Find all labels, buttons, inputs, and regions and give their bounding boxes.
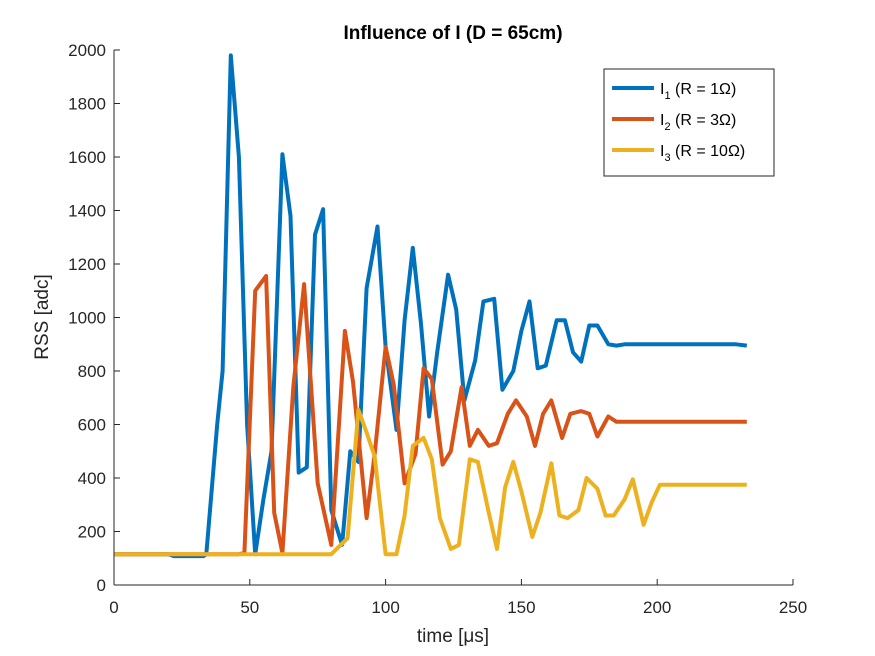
chart-title: Influence of I (D = 65cm) bbox=[343, 23, 562, 44]
x-tick-label: 200 bbox=[643, 598, 671, 617]
series-layer bbox=[114, 53, 748, 559]
x-tick-label: 50 bbox=[240, 598, 259, 617]
legend: I1 (R = 1Ω) I2 (R = 3Ω) I3 (R = 10Ω) bbox=[603, 68, 775, 177]
legend-label-3: I3 (R = 10Ω) bbox=[660, 143, 745, 164]
x-tick-label: 100 bbox=[371, 598, 399, 617]
y-tick-label: 2000 bbox=[68, 41, 106, 60]
x-tick-label: 0 bbox=[109, 598, 118, 617]
x-tick-label: 150 bbox=[507, 598, 535, 617]
y-tick-label: 400 bbox=[78, 469, 106, 488]
y-tick-label: 800 bbox=[78, 362, 106, 381]
legend-label-1: I1 (R = 1Ω) bbox=[660, 81, 736, 102]
x-tick-label: 250 bbox=[779, 598, 807, 617]
series-line-1 bbox=[114, 53, 748, 559]
y-axis-title: RSS [adc] bbox=[32, 274, 53, 360]
y-tick-label: 1600 bbox=[68, 148, 106, 167]
series-line-2 bbox=[114, 274, 747, 557]
y-tick-label: 1400 bbox=[68, 202, 106, 221]
y-tick-label: 0 bbox=[97, 576, 106, 595]
y-tick-label: 1200 bbox=[68, 255, 106, 274]
x-ticks: 0 50 100 150 200 250 bbox=[109, 579, 807, 617]
y-tick-label: 600 bbox=[78, 416, 106, 435]
legend-label-2: I2 (R = 3Ω) bbox=[660, 112, 736, 133]
y-tick-label: 200 bbox=[78, 523, 106, 542]
y-tick-label: 1000 bbox=[68, 309, 106, 328]
series-line-3 bbox=[114, 407, 747, 557]
x-axis-title: time [μs] bbox=[417, 626, 489, 647]
y-tick-label: 1800 bbox=[68, 95, 106, 114]
y-ticks: 0 200 400 600 800 1000 1200 1400 1600 1800 2000 bbox=[68, 41, 120, 595]
